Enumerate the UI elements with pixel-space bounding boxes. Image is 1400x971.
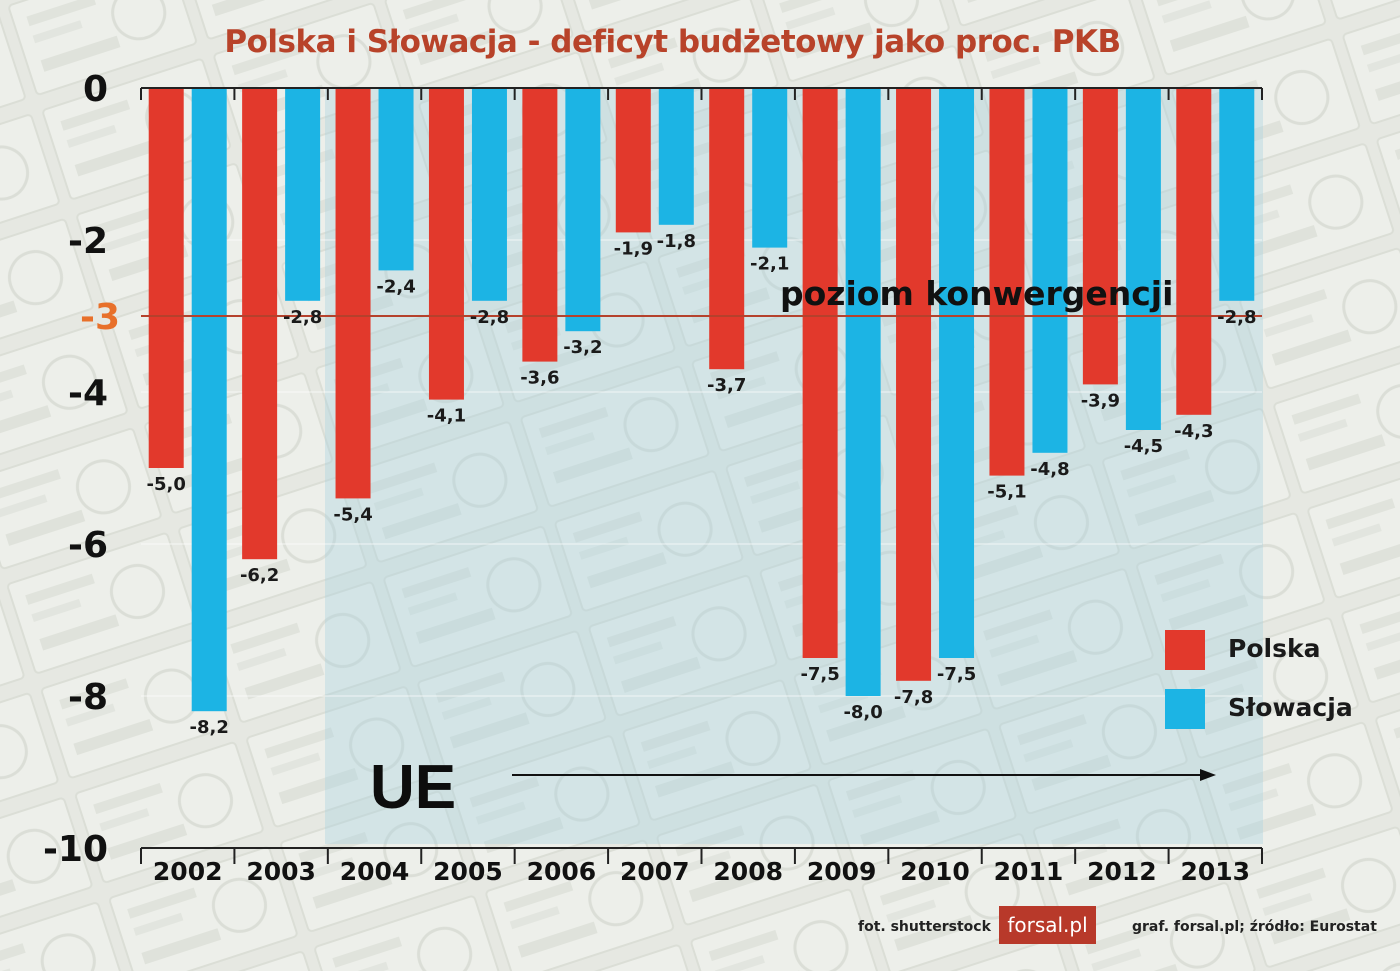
data-label: -1,9 (614, 238, 653, 259)
x-tick-label: 2010 (900, 857, 970, 886)
legend-label-polska: Polska (1228, 634, 1321, 663)
data-label: -2,8 (1217, 307, 1256, 328)
bar-polska-2005 (428, 88, 464, 400)
bar-polska-2010 (896, 88, 932, 681)
data-label: -5,0 (147, 474, 186, 495)
x-tick-label: 2005 (433, 857, 503, 886)
data-label: -4,5 (1124, 436, 1163, 457)
bars-layer (148, 88, 1255, 712)
data-label: -5,4 (333, 504, 372, 525)
x-tick-label: 2004 (340, 857, 410, 886)
x-tick-label: 2007 (620, 857, 690, 886)
data-label: -2,8 (283, 307, 322, 328)
forsal-logo: forsal.pl (999, 906, 1096, 944)
bar-słowacja-2007 (658, 88, 694, 225)
data-label: -8,2 (190, 717, 229, 738)
photo-credit: fot. shutterstock (858, 919, 991, 935)
bar-słowacja-2009 (845, 88, 881, 696)
bar-polska-2013 (1176, 88, 1212, 415)
y-tick-label: -10 (43, 829, 108, 870)
x-tick-label: 2011 (994, 857, 1064, 886)
bar-słowacja-2010 (939, 88, 975, 658)
data-label: -7,5 (937, 664, 976, 685)
bar-słowacja-2002 (191, 88, 227, 712)
bar-słowacja-2011 (1032, 88, 1068, 453)
x-tick-label: 2006 (527, 857, 597, 886)
ue-arrow-head (1200, 769, 1216, 781)
bar-polska-2008 (709, 88, 745, 370)
data-label: -3,2 (563, 337, 602, 358)
labels-layer: 0 -2 -4 -6 -8 -10 -3 -5,0 -8,2 2002 -6,2 -2,8 2003 -5… (43, 69, 1257, 886)
data-label: -4,1 (427, 406, 466, 427)
legend-swatch-slowacja (1165, 689, 1205, 729)
y-tick-label: -4 (68, 373, 108, 414)
bar-słowacja-2005 (471, 88, 507, 301)
bar-polska-2006 (522, 88, 558, 362)
x-tick-label: 2008 (713, 857, 783, 886)
data-label: -3,7 (707, 375, 746, 396)
bar-polska-2002 (148, 88, 184, 468)
data-label: -7,8 (894, 687, 933, 708)
chart-title: Polska i Słowacja - deficyt budżetowy ja… (224, 24, 1121, 60)
bar-polska-2003 (242, 88, 278, 560)
ue-arrow (512, 769, 1216, 781)
bar-słowacja-2006 (565, 88, 601, 332)
bar-słowacja-2012 (1125, 88, 1161, 430)
y-tick-label: -2 (68, 221, 108, 262)
x-tick-label: 2013 (1180, 857, 1250, 886)
data-label: -5,1 (987, 482, 1026, 503)
y-tick-label: -6 (68, 525, 108, 566)
data-label: -2,1 (750, 254, 789, 275)
bar-słowacja-2013 (1219, 88, 1255, 301)
x-tick-label: 2002 (153, 857, 223, 886)
x-tick-label: 2003 (246, 857, 316, 886)
y-tick-label: 0 (83, 69, 108, 110)
bar-polska-2012 (1082, 88, 1118, 385)
data-label: -7,5 (800, 664, 839, 685)
source-note: graf. forsal.pl; źródło: Eurostat (1132, 919, 1377, 935)
bar-polska-2007 (615, 88, 651, 233)
data-label: -2,4 (376, 276, 415, 297)
data-label: -1,8 (657, 231, 696, 252)
convergence-level-label: poziom konwergencji (780, 274, 1174, 313)
data-label: -3,6 (520, 368, 559, 389)
data-label: -4,8 (1030, 459, 1069, 480)
y-tick-label: -8 (68, 677, 108, 718)
bar-polska-2011 (989, 88, 1025, 476)
data-label: -4,3 (1174, 421, 1213, 442)
data-label: -8,0 (843, 702, 882, 723)
legend-label-slowacja: Słowacja (1228, 693, 1353, 722)
bar-polska-2009 (802, 88, 838, 658)
x-tick-label: 2009 (807, 857, 877, 886)
eu-label: UE (370, 753, 457, 822)
bar-słowacja-2008 (752, 88, 788, 248)
data-label: -2,8 (470, 307, 509, 328)
y-tick-label-reference: -3 (80, 297, 120, 338)
bar-słowacja-2004 (378, 88, 414, 271)
x-tick-label: 2012 (1087, 857, 1157, 886)
data-label: -6,2 (240, 565, 279, 586)
axis-layer (140, 87, 1263, 864)
bar-słowacja-2003 (285, 88, 321, 301)
legend-swatch-polska (1165, 630, 1205, 670)
grid-layer (141, 239, 1262, 697)
data-label: -3,9 (1081, 390, 1120, 411)
bar-polska-2004 (335, 88, 371, 499)
